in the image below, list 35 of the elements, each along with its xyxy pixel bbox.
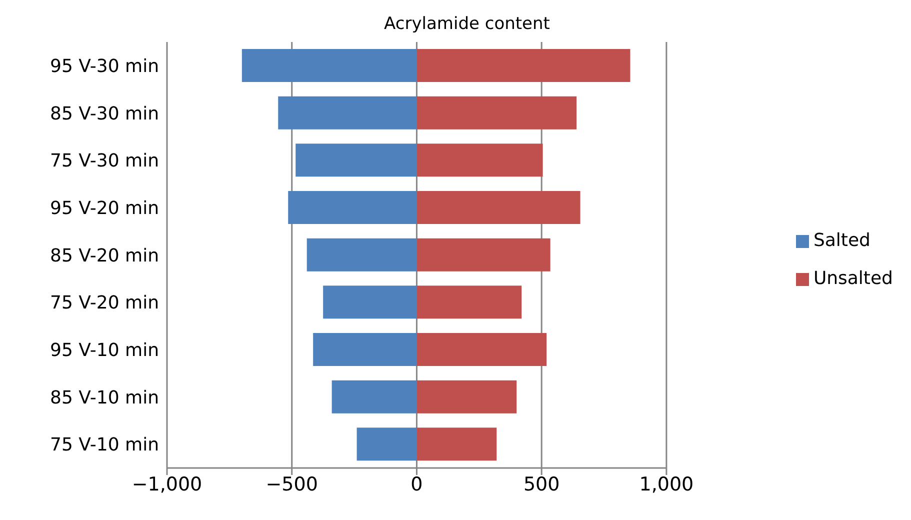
bar [288,191,417,224]
y-tick-label: 85 V-20 min [50,245,159,266]
chart-title: Acrylamide content [383,14,551,34]
bar [416,49,630,82]
bar [242,49,417,82]
x-tick-label: 0 [410,473,423,496]
bar [296,144,417,177]
y-tick-label: 75 V-10 min [50,434,159,456]
bar [356,428,417,461]
bar [416,96,577,130]
bar [416,191,580,224]
y-tick-label: 95 V-10 min [50,340,159,362]
bar [313,333,417,366]
bar [416,428,497,461]
x-tick-label: −500 [266,473,318,496]
legend-label: Salted [813,230,870,251]
y-tick-label: 85 V-30 min [50,103,159,124]
bar [278,96,417,130]
y-tick-label: 75 V-30 min [50,150,159,172]
legend-label: Unsalted [813,268,893,289]
bar [323,286,417,319]
y-tick-label: 75 V-20 min [50,292,159,314]
x-tick-label: −1,000 [132,473,202,496]
y-tick-label: 95 V-30 min [50,56,159,78]
bar [416,286,522,319]
x-tick-label: 1,000 [639,473,694,496]
bar [416,333,547,366]
bar [416,144,543,177]
bar [416,380,517,414]
bar [416,238,550,272]
y-tick-label: 95 V-20 min [50,198,159,220]
x-tick-label: 500 [523,473,560,496]
y-tick-label: 85 V-10 min [50,387,159,408]
bar [332,380,417,414]
bar [306,238,417,272]
